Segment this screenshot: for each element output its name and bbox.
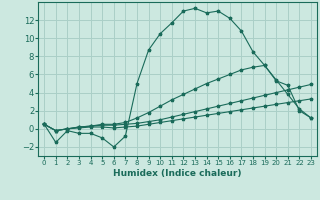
- X-axis label: Humidex (Indice chaleur): Humidex (Indice chaleur): [113, 169, 242, 178]
